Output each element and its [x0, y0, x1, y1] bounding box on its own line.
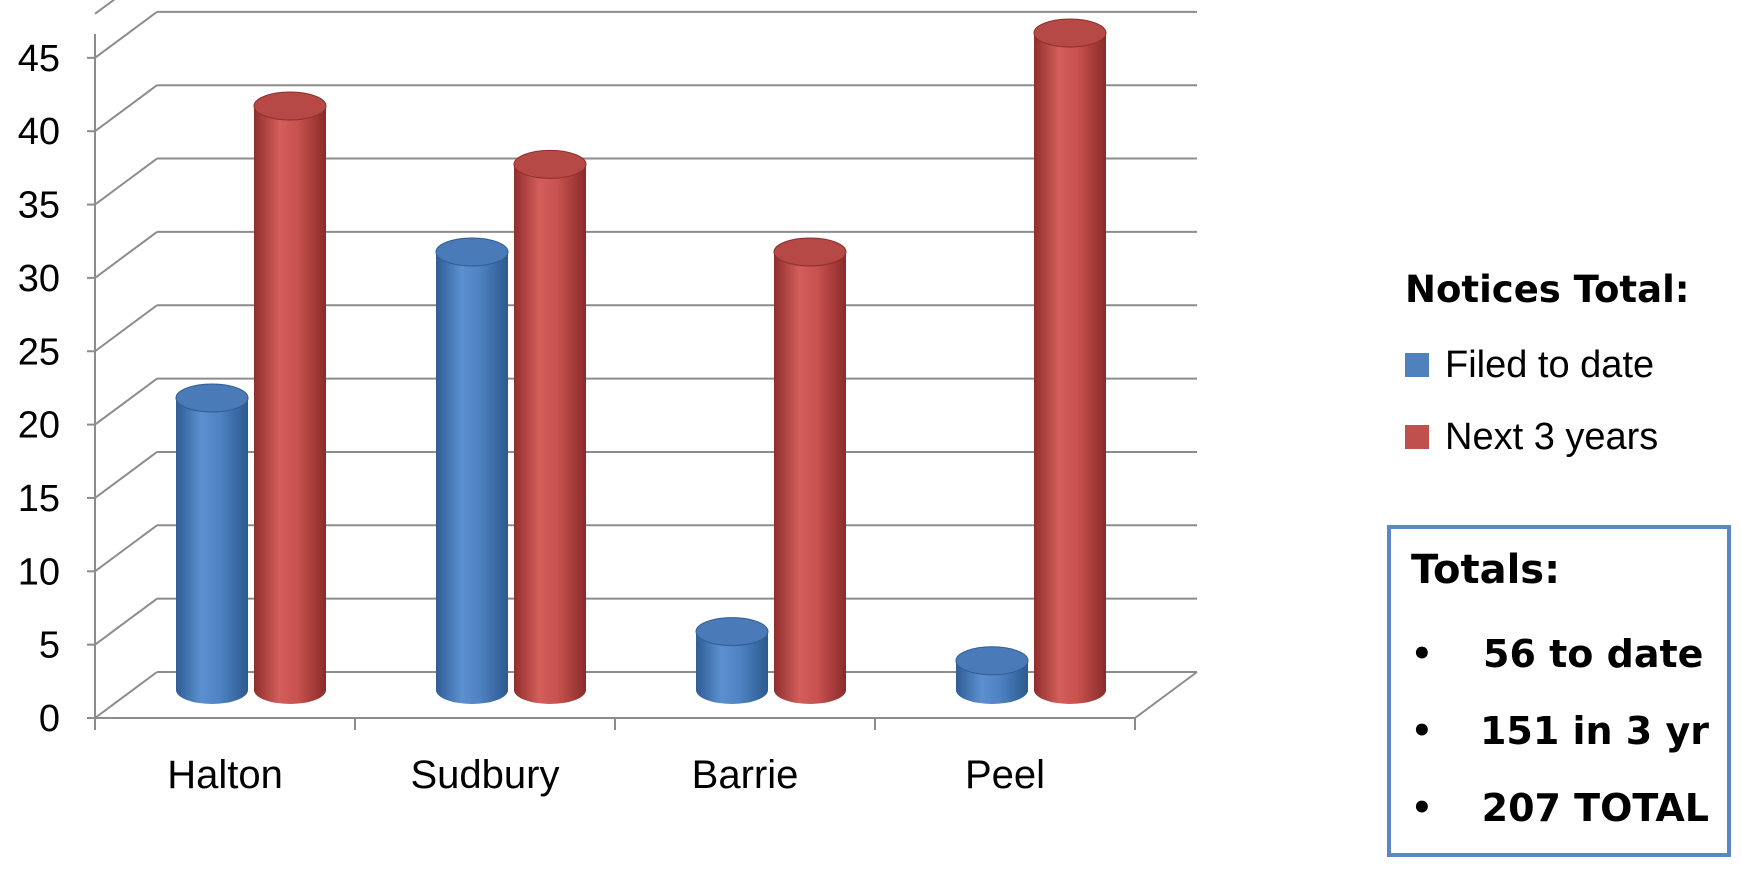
bar-top [955, 646, 1029, 676]
y-tick-label: 35 [18, 185, 60, 227]
bar-barrie-next [773, 237, 847, 704]
totals-item: • 56 to date [1411, 615, 1709, 692]
legend-item-filed: Filed to date [1405, 329, 1735, 401]
legend-swatch-next [1405, 425, 1429, 449]
gridline-diagonal [94, 11, 158, 59]
legend-label-filed: Filed to date [1445, 343, 1655, 386]
totals-total: 207 TOTAL [1481, 785, 1709, 830]
bar-halton-next [253, 91, 327, 704]
legend-item-next: Next 3 years [1405, 401, 1735, 473]
y-tick-label: 10 [18, 551, 60, 593]
y-tick-label: 0 [39, 698, 60, 740]
legend-label-next: Next 3 years [1445, 415, 1659, 458]
gridlines [94, 0, 1198, 719]
gridline-diagonal [94, 157, 158, 206]
bar-halton-filed [175, 383, 249, 704]
bar-body [254, 106, 326, 704]
gridline-diagonal [94, 597, 158, 646]
x-tick-label: Halton [167, 753, 283, 797]
legend: Notices Total: Filed to date Next 3 year… [1405, 268, 1735, 473]
y-tick-label: 30 [18, 258, 60, 300]
totals-3-yr: 151 in 3 yr [1479, 708, 1709, 753]
gridline-diagonal [94, 377, 158, 426]
bar-top [253, 91, 327, 121]
bar-top [175, 383, 249, 413]
gridline-diagonal [94, 0, 116, 15]
bar-body [696, 631, 768, 704]
x-tick-label: Barrie [692, 753, 799, 797]
bar-top [513, 149, 587, 179]
y-tick-label: 25 [18, 331, 60, 373]
gridline-diagonal [94, 524, 158, 573]
axis-labels: 0 5 10 15 20 25 30 35 40 45 Halton Sudbury Barrie Pee… [18, 38, 1045, 797]
gridline-diagonal [94, 671, 158, 719]
x-tick-label: Peel [965, 753, 1045, 797]
totals-item: • 151 in 3 yr [1411, 692, 1709, 769]
bar-sudbury-next [513, 149, 587, 704]
y-tick-label: 5 [39, 625, 60, 667]
bullet: • [1411, 710, 1433, 751]
x-tick-label: Sudbury [411, 753, 560, 797]
legend-swatch-filed [1405, 353, 1429, 377]
totals-box: Totals: • 56 to date • 151 in 3 yr • 207… [1387, 525, 1731, 857]
bar-top [435, 237, 509, 267]
bar-body [176, 398, 248, 704]
totals-to-date: 56 to date [1483, 631, 1704, 676]
bar-body [514, 164, 586, 704]
bullet: • [1411, 633, 1433, 674]
y-tick-label: 20 [18, 405, 60, 447]
bar-top [1033, 18, 1107, 48]
gridline-diagonal [94, 84, 158, 133]
bar-peel-next [1033, 18, 1107, 704]
floor-edge [1134, 671, 1198, 719]
gridline-diagonal [94, 451, 158, 499]
bullet: • [1411, 787, 1433, 828]
bar-top [695, 617, 769, 647]
y-tick-label: 40 [18, 111, 60, 153]
gridline-diagonal [94, 304, 158, 353]
bars [175, 18, 1107, 704]
bar-body [1034, 33, 1106, 704]
totals-title: Totals: [1411, 547, 1561, 593]
legend-title: Notices Total: [1405, 268, 1690, 311]
y-tick-label: 45 [18, 38, 60, 80]
bar-barrie-filed [695, 617, 769, 704]
bar-top [773, 237, 847, 267]
totals-item: • 207 TOTAL [1411, 769, 1709, 846]
bar-body [774, 252, 846, 704]
gridline-diagonal [94, 231, 158, 279]
bar-sudbury-filed [435, 237, 509, 704]
axes [87, 33, 1136, 730]
y-tick-label: 15 [18, 478, 60, 520]
bar-body [436, 252, 508, 704]
bar-peel-filed [955, 646, 1029, 704]
